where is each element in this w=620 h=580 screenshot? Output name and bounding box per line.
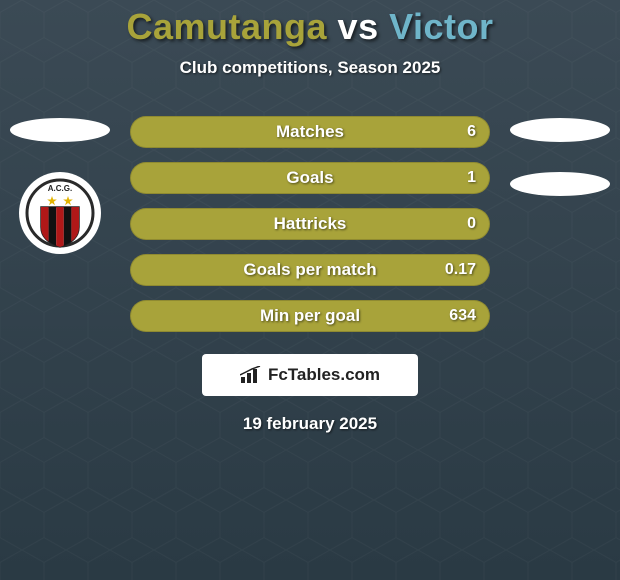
branding-text: FcTables.com	[268, 365, 380, 385]
stat-label: Hattricks	[130, 214, 490, 234]
stat-row: Goals1	[130, 162, 490, 194]
stats-list: Matches6Goals1Hattricks0Goals per match0…	[120, 116, 500, 332]
stat-label: Min per goal	[130, 306, 490, 326]
stat-value: 1	[467, 169, 476, 187]
stat-label: Matches	[130, 122, 490, 142]
placeholder-ellipse	[510, 172, 610, 196]
right-side	[500, 116, 620, 196]
stat-row: Goals per match0.17	[130, 254, 490, 286]
stat-row: Min per goal634	[130, 300, 490, 332]
footer-date: 19 february 2025	[243, 414, 377, 434]
left-side: A.C.G.	[0, 116, 120, 254]
title-vs: vs	[327, 6, 389, 47]
stat-row: Hattricks0	[130, 208, 490, 240]
crest-svg: A.C.G.	[19, 172, 101, 254]
stat-row: Matches6	[130, 116, 490, 148]
stat-value: 0.17	[445, 261, 476, 279]
stat-label: Goals per match	[130, 260, 490, 280]
page-title: Camutanga vs Victor	[127, 6, 494, 48]
svg-text:A.C.G.: A.C.G.	[48, 184, 72, 193]
team-crest: A.C.G.	[19, 172, 101, 254]
stat-value: 6	[467, 123, 476, 141]
bar-chart-icon	[240, 366, 262, 384]
stat-label: Goals	[130, 168, 490, 188]
title-player1: Camutanga	[127, 6, 328, 47]
stat-value: 0	[467, 215, 476, 233]
title-player2: Victor	[389, 6, 493, 47]
placeholder-ellipse	[510, 118, 610, 142]
placeholder-ellipse	[10, 118, 110, 142]
branding-box[interactable]: FcTables.com	[202, 354, 418, 396]
subtitle: Club competitions, Season 2025	[180, 58, 441, 78]
stat-value: 634	[449, 307, 476, 325]
